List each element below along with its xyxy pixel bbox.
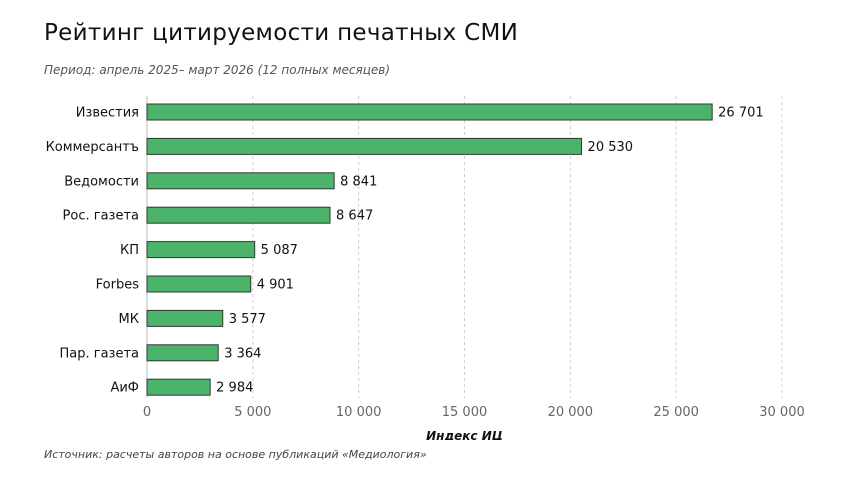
x-tick-label: 25 000 — [653, 405, 699, 420]
chart-subtitle: Период: апрель 2025– март 2026 (12 полны… — [44, 63, 391, 77]
bar — [146, 275, 252, 293]
value-label: 8 647 — [336, 209, 373, 224]
category-label: Forbes — [96, 278, 140, 293]
category-label: Известия — [76, 106, 139, 121]
category-label: МК — [119, 312, 139, 327]
bar — [146, 309, 224, 327]
value-label: 8 841 — [340, 174, 377, 189]
source-note: Источник: расчеты авторов на основе публ… — [44, 448, 427, 461]
x-axis-title: Индекс ИЦ — [426, 429, 503, 440]
value-label: 3 577 — [229, 312, 266, 327]
bar — [146, 344, 219, 362]
bar — [146, 241, 256, 259]
category-label: КП — [120, 243, 139, 258]
bar — [146, 378, 211, 396]
bar-chart: Известия Коммерсантъ Ведомости Рос. газета К… — [46, 96, 805, 440]
value-label: 2 984 — [216, 381, 253, 396]
x-tick-label: 5 000 — [234, 405, 271, 420]
value-label: 4 901 — [257, 278, 294, 293]
category-labels: Известия Коммерсантъ Ведомости Рос. газета К… — [46, 106, 140, 396]
x-tick-labels: 0 5 000 10 000 15 000 20 000 25 000 30 000 — [143, 405, 805, 420]
category-label: АиФ — [110, 381, 139, 396]
value-label: 5 087 — [261, 243, 298, 258]
bar — [146, 103, 713, 121]
category-label: Коммерсантъ — [46, 140, 139, 155]
value-labels: 26 701 20 530 8 841 8 647 5 087 4 901 3 577 3 3… — [216, 106, 764, 396]
x-tick-label: 10 000 — [336, 405, 382, 420]
category-label: Рос. газета — [63, 209, 139, 224]
x-tick-label: 15 000 — [442, 405, 488, 420]
bar — [146, 206, 331, 224]
x-tick-label: 20 000 — [548, 405, 594, 420]
category-label: Ведомости — [64, 174, 139, 189]
bar — [146, 137, 583, 155]
bar — [146, 172, 335, 190]
x-tick-label: 0 — [143, 405, 151, 420]
value-label: 20 530 — [588, 140, 634, 155]
value-label: 26 701 — [718, 106, 764, 121]
x-tick-label: 30 000 — [759, 405, 805, 420]
category-label: Пар. газета — [59, 346, 139, 361]
bars — [146, 103, 713, 396]
value-label: 3 364 — [224, 346, 261, 361]
chart-title: Рейтинг цитируемости печатных СМИ — [44, 20, 519, 46]
